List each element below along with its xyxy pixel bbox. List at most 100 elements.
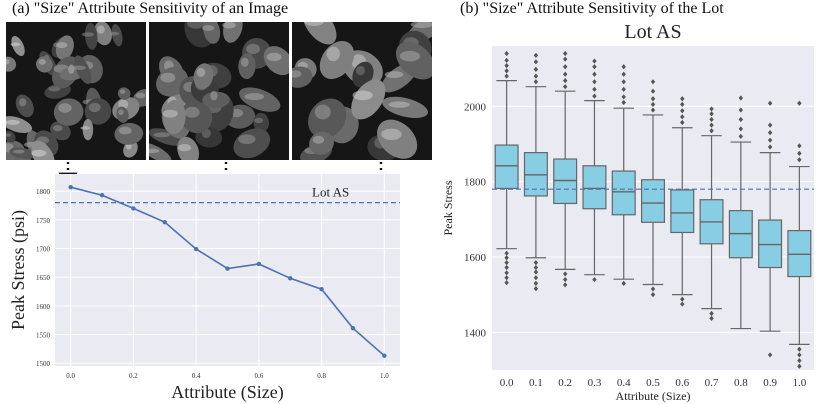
- micrograph-particle-highlight: [10, 42, 21, 47]
- reference-line-label: Lot AS: [312, 185, 349, 200]
- box-iqr: [787, 230, 812, 278]
- micrograph-particle-highlight: [352, 90, 373, 101]
- x-tick-label: 0.7: [705, 377, 719, 389]
- data-point: [225, 266, 230, 271]
- micrograph-particle-highlight: [160, 72, 176, 83]
- micrograph-particle: [149, 142, 172, 160]
- box-iqr: [640, 179, 666, 223]
- outlier-point: [562, 276, 568, 283]
- outlier-point: [797, 157, 802, 163]
- outlier-point: [533, 264, 539, 271]
- outlier-point: [650, 292, 656, 298]
- micrograph-particle: [292, 66, 313, 88]
- micrograph-image-size-0: [6, 22, 146, 160]
- micrograph-particle-highlight: [244, 93, 265, 101]
- micrograph-particle-highlight: [38, 58, 46, 65]
- micrograph-particle: [163, 99, 186, 135]
- outlier-point: [680, 96, 685, 102]
- outlier-point: [504, 250, 509, 256]
- x-tick-label: 0.3: [588, 377, 602, 389]
- outlier-point: [797, 363, 802, 369]
- outlier-point: [767, 130, 773, 136]
- micrograph-particle-highlight: [246, 43, 260, 55]
- micrograph-particle: [11, 35, 25, 57]
- box-iqr: [758, 219, 783, 269]
- y-tick-label: 1500: [36, 360, 51, 368]
- micrograph-particle: [31, 140, 55, 160]
- data-point: [256, 261, 262, 267]
- micrograph-particle-highlight: [186, 22, 205, 29]
- micrograph-particle-highlight: [384, 71, 404, 79]
- micrograph-particle-highlight: [292, 70, 302, 78]
- x-tick-label: 0.4: [192, 372, 201, 380]
- x-tick-label: 0.2: [558, 377, 572, 389]
- data-point: [162, 219, 167, 225]
- x-tick-label: 1.0: [380, 372, 389, 380]
- outlier-point: [767, 144, 773, 150]
- x-tick-label: 1.0: [792, 377, 806, 389]
- x-tick-label: 0.9: [763, 377, 777, 389]
- outlier-point: [504, 279, 509, 286]
- micrograph-image-size-05: [149, 22, 289, 160]
- micrograph-particle-highlight: [118, 109, 124, 116]
- y-tick-label: 1700: [36, 246, 51, 254]
- micrograph-particle: [6, 56, 17, 72]
- box-iqr: [611, 170, 636, 216]
- micrograph-particle-highlight: [56, 42, 68, 49]
- outlier-point: [621, 99, 626, 106]
- outlier-point: [504, 50, 509, 57]
- micrograph-particle-highlight: [88, 102, 101, 113]
- micrograph-particle-highlight: [238, 134, 256, 144]
- micrograph-particle: [177, 136, 200, 160]
- y-tick-label: 1550: [36, 331, 51, 339]
- x-tick-label: 0.5: [646, 377, 660, 389]
- micrograph-particle-highlight: [184, 106, 200, 118]
- micrograph-particle: [82, 118, 94, 141]
- outlier-point: [504, 264, 509, 271]
- micrograph-particle-highlight: [19, 98, 27, 107]
- micrograph-particle-highlight: [381, 128, 402, 141]
- outlier-point: [504, 73, 509, 79]
- micrograph-particle-highlight: [410, 22, 432, 28]
- micrograph-particle-highlight: [196, 67, 206, 77]
- micrograph-particle-highlight: [80, 126, 91, 130]
- micrograph-particle-highlight: [135, 92, 146, 99]
- micrograph-particle-highlight: [177, 144, 192, 152]
- box-iqr: [494, 144, 519, 190]
- left-panel-caption: (a) "Size" Attribute Sensitivity of an I…: [12, 0, 289, 17]
- outlier-point: [621, 64, 626, 70]
- micrograph-particle: [302, 22, 337, 45]
- micrograph-particle-highlight: [153, 132, 171, 138]
- micrograph-particle-highlight: [109, 31, 120, 36]
- x-axis-label: Attribute (Size): [616, 389, 691, 403]
- micrograph-particle-highlight: [6, 59, 10, 65]
- right-panel-caption: (b) "Size" Attribute Sensitivity of the …: [460, 0, 724, 17]
- micrograph-particle-highlight: [303, 22, 324, 26]
- data-point: [350, 325, 356, 331]
- data-point: [288, 276, 293, 281]
- x-tick-label: 0.8: [317, 372, 326, 380]
- x-tick-label: 0.1: [529, 377, 543, 389]
- box-iqr: [553, 158, 578, 205]
- micrograph-image-size-10: [292, 22, 432, 160]
- outlier-point: [533, 269, 539, 275]
- outlier-point: [504, 68, 509, 74]
- y-tick-label: 1650: [36, 274, 51, 282]
- outlier-point: [767, 100, 773, 106]
- micrograph-particle-highlight: [31, 149, 47, 157]
- outlier-point: [650, 286, 656, 292]
- micrograph-particle: [74, 55, 92, 84]
- y-axis-label: Peak Stress: [441, 180, 455, 235]
- outlier-point: [797, 143, 802, 149]
- data-point: [99, 193, 105, 198]
- outlier-point: [650, 79, 656, 85]
- outlier-point: [650, 96, 656, 102]
- micrograph-particle: [202, 91, 230, 109]
- outlier-point: [797, 100, 802, 106]
- outlier-point: [767, 122, 773, 128]
- micrograph-particle: [55, 35, 74, 60]
- micrograph-particle-highlight: [96, 25, 105, 34]
- box-plot-chart: 1400 1600 1800 2000 Lot AS 0.0 0.1 0.2 0.3 0.4 0.5…: [441, 21, 814, 403]
- micrograph-particle-highlight: [388, 101, 410, 108]
- y-tick-label: 1400: [464, 327, 487, 339]
